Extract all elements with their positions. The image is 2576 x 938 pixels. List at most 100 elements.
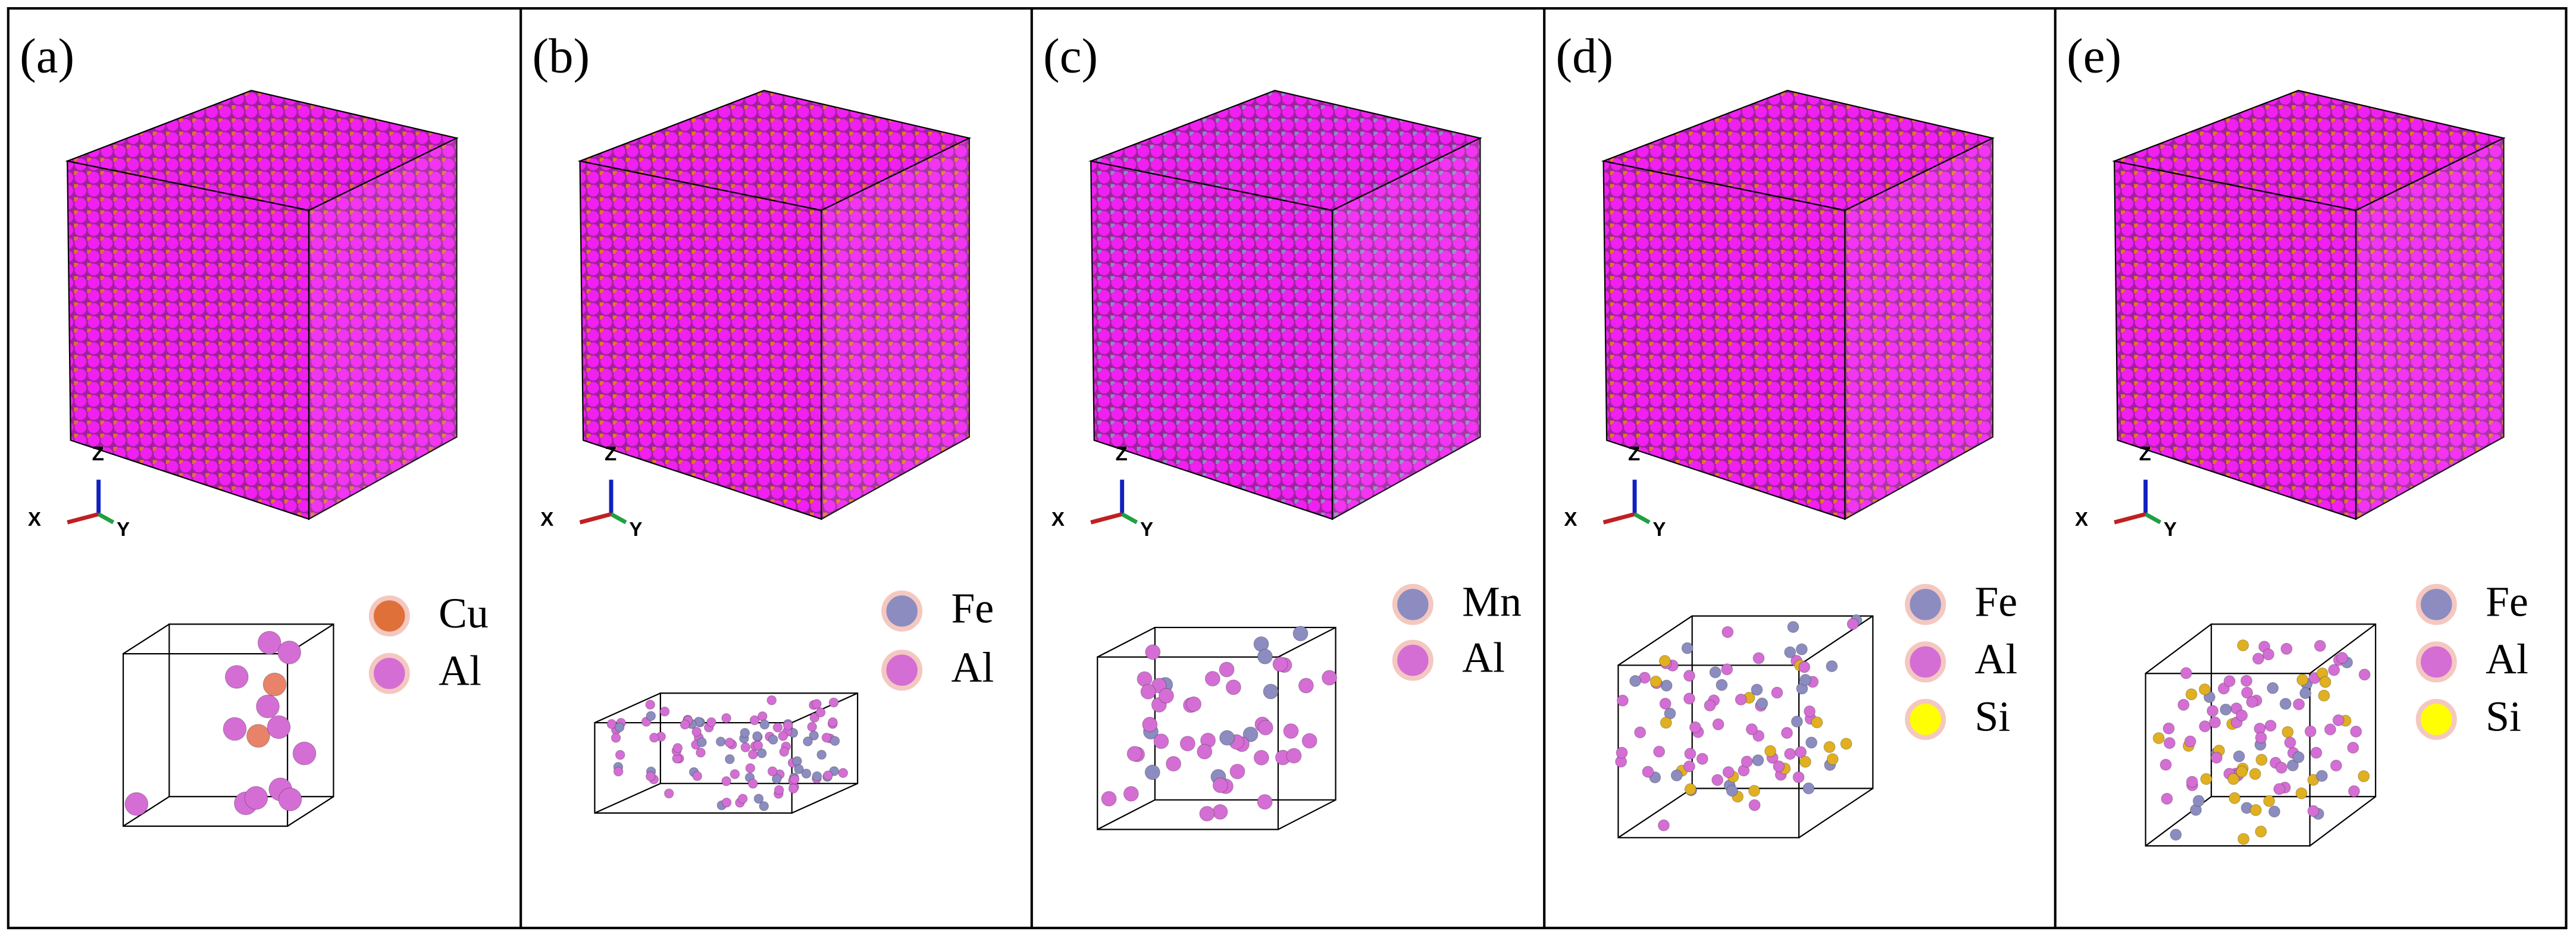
atom [2184, 735, 2196, 748]
atom [2299, 687, 2312, 699]
atom [816, 749, 827, 760]
atom [1322, 670, 1338, 686]
atom [2199, 720, 2211, 733]
atom [614, 722, 625, 733]
atom [740, 727, 750, 738]
atom [2255, 754, 2268, 766]
atom [792, 756, 802, 766]
panel-label: (c) [1043, 28, 1098, 83]
atom [753, 793, 764, 804]
atom [1229, 764, 1245, 780]
atom [2223, 675, 2236, 688]
atom [1298, 677, 1314, 694]
atom [2281, 726, 2294, 738]
cell-edge [2145, 623, 2212, 675]
atom [246, 724, 270, 748]
legend-swatch [2415, 699, 2457, 741]
atom [278, 788, 302, 811]
atom [2210, 751, 2223, 764]
axis-x [1090, 512, 1123, 525]
atom [1846, 618, 1859, 630]
atom [267, 715, 291, 739]
panel: (a) Z X Y Cu Al [20, 28, 489, 827]
cell-edge [123, 796, 170, 827]
atom [2185, 688, 2198, 701]
panel-label: (d) [1556, 28, 1614, 83]
atom [2273, 783, 2286, 795]
cell-edge [594, 692, 661, 724]
cell-edge [791, 783, 858, 814]
cell-edge [168, 623, 334, 798]
atom [1823, 741, 1836, 753]
atom [794, 764, 804, 774]
atom [1752, 652, 1765, 664]
atom [1257, 720, 1273, 736]
legend-label: Fe [2486, 578, 2528, 625]
atom [1681, 642, 1694, 654]
atom [1683, 760, 1695, 773]
atom [1616, 746, 1628, 759]
atom [1286, 748, 1302, 764]
atom [766, 695, 777, 705]
legend-label: Al [2486, 635, 2528, 683]
atom [680, 719, 690, 730]
axis-label: Y [2164, 519, 2177, 541]
atom [1142, 717, 1158, 733]
atom [2227, 773, 2240, 785]
legend-label: Al [1462, 633, 1505, 681]
atom [721, 713, 731, 723]
unit-cell [122, 623, 334, 827]
atom [803, 736, 813, 746]
atom [2284, 736, 2296, 749]
atom [759, 719, 770, 730]
atom [1101, 790, 1117, 807]
cell-edge [1154, 626, 1336, 801]
legend-swatch [881, 590, 923, 632]
atom [2220, 704, 2232, 716]
atom [756, 748, 767, 758]
atom [2252, 652, 2264, 665]
atom [1219, 661, 1235, 677]
atom [2318, 689, 2330, 702]
cell-edge [791, 692, 858, 724]
atom [2255, 732, 2267, 744]
cube-side [1844, 137, 1994, 520]
atom [788, 783, 799, 794]
cell-edge [1798, 615, 1873, 666]
atom [2209, 716, 2221, 729]
atom [2324, 723, 2336, 736]
atom [740, 742, 751, 752]
cube-front [67, 160, 310, 520]
atom [606, 719, 617, 729]
panel: (e) Z X Y Fe Al Si [2067, 28, 2528, 847]
atom [2249, 768, 2261, 780]
atom [1658, 655, 1671, 667]
legend-label: Si [2486, 693, 2521, 741]
atom [748, 779, 758, 789]
atom [789, 774, 800, 785]
atom [1204, 671, 1220, 687]
atom [1795, 643, 1808, 655]
axis-x [1602, 512, 1635, 525]
atom [2237, 833, 2250, 845]
atom [223, 717, 247, 741]
atom [1787, 621, 1799, 633]
axis-label: Z [1628, 443, 1640, 465]
atom [772, 722, 783, 733]
atom [753, 741, 763, 751]
cube-side [821, 137, 971, 520]
atom [2241, 686, 2253, 699]
cube-front [1090, 160, 1334, 520]
cube-front [1602, 160, 1846, 520]
legend-label: Fe [1975, 578, 2018, 625]
axis-y [610, 512, 627, 525]
axis-label: Y [629, 519, 642, 541]
panel: (b) Z X Y Fe Al [533, 28, 994, 814]
atom [1840, 738, 1852, 750]
atom [812, 771, 822, 782]
atom [807, 721, 817, 732]
atom [1711, 774, 1724, 786]
atom [2237, 639, 2249, 651]
atom [1634, 726, 1647, 739]
atom [1166, 756, 1182, 772]
